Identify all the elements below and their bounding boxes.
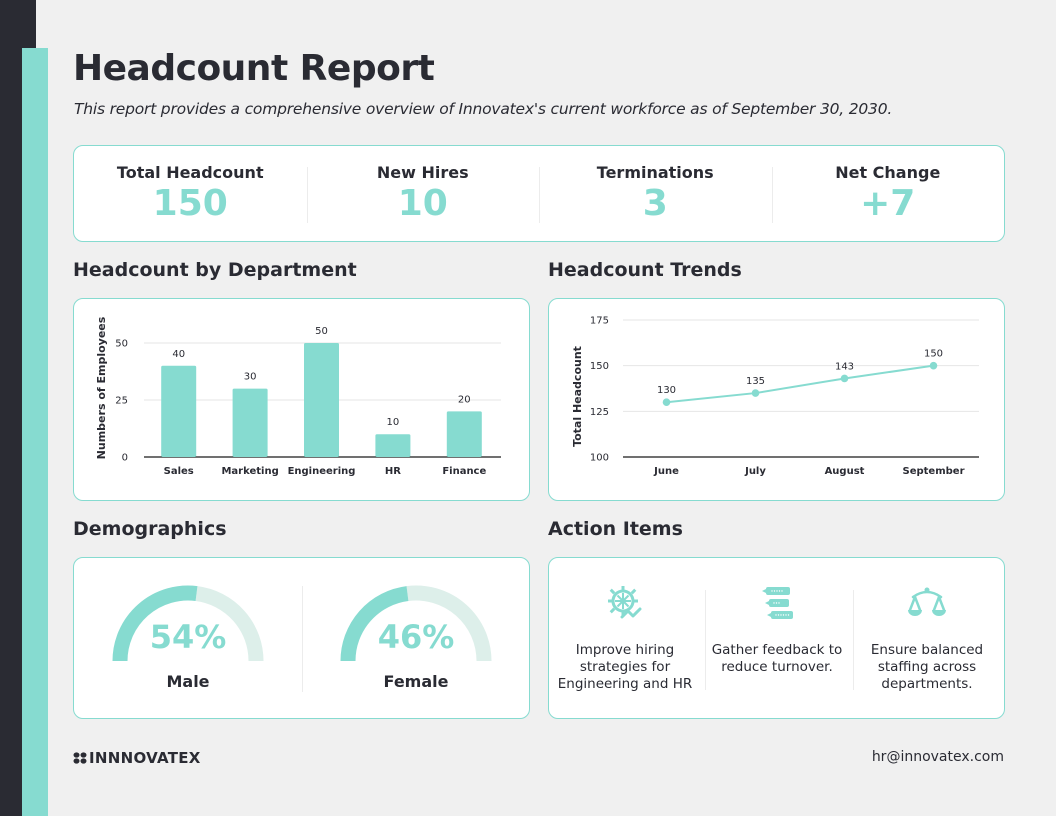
- point-data-label: 135: [746, 376, 765, 387]
- chat-bubbles-icon: [762, 587, 793, 619]
- data-point-june: [662, 398, 671, 406]
- y-tick-label: 50: [115, 339, 128, 350]
- trends-chart-card: 100 125 150 175 130 June 135 July 143 August 150 Se…: [548, 298, 1005, 501]
- bar-data-label: 50: [315, 326, 328, 337]
- y-tick-label: 125: [590, 407, 609, 418]
- gear-chart-icon: [608, 586, 642, 619]
- kpi-terminations: Terminations 3: [539, 162, 772, 224]
- y-tick-label: 25: [115, 396, 128, 407]
- company-logo: INNNOVATEX: [73, 749, 201, 767]
- divider: [302, 586, 303, 692]
- logo-text: INNNOVATEX: [89, 749, 201, 767]
- y-tick-label: 0: [122, 453, 128, 464]
- divider: [705, 590, 706, 690]
- gauge-arc: [112, 585, 264, 662]
- y-axis-label: Total Headcount: [571, 346, 584, 447]
- kpi-label: Net Change: [835, 162, 941, 182]
- x-tick-label: Sales: [164, 466, 194, 477]
- logo-icon: [73, 752, 87, 764]
- x-tick-label: Marketing: [221, 466, 278, 477]
- action-item: Ensure balanced staffing across departme…: [851, 558, 1003, 718]
- bar-data-label: 10: [387, 417, 400, 428]
- divider: [853, 590, 854, 690]
- point-data-label: 143: [835, 361, 854, 372]
- trend-line: [666, 364, 934, 404]
- data-point-september: [929, 361, 938, 370]
- section-title-demographics: Demographics: [73, 518, 227, 540]
- bar-engineering: [304, 343, 339, 457]
- gauge-label: Female: [383, 672, 449, 691]
- section-title-actions: Action Items: [548, 518, 683, 540]
- data-point-august: [840, 374, 849, 383]
- department-chart-card: 0 25 50 40 Sales 30 Marketing 50 Engineering 10 HR…: [73, 298, 530, 501]
- point-data-label: 130: [657, 385, 676, 396]
- y-tick-label: 150: [590, 361, 609, 372]
- data-point-july: [751, 389, 760, 397]
- bar-sales: [161, 365, 197, 457]
- kpi-value: +7: [860, 182, 916, 224]
- kpi-summary-card: Total Headcount 150 New Hires 10 Termina…: [73, 145, 1005, 242]
- gauge-label: Male: [166, 672, 210, 691]
- bar-data-label: 30: [244, 372, 257, 383]
- y-axis-label: Numbers of Employees: [95, 316, 108, 459]
- gauge-fill: [340, 586, 409, 662]
- kpi-new-hires: New Hires 10: [306, 162, 540, 224]
- action-item-text: Improve hiring strategies for Engineerin…: [557, 642, 693, 692]
- section-title-trends: Headcount Trends: [548, 259, 742, 281]
- x-tick-label: July: [744, 466, 766, 477]
- gauge-track: [195, 586, 264, 662]
- y-tick-label: 175: [590, 316, 609, 327]
- x-tick-label: Finance: [442, 466, 486, 477]
- kpi-label: Terminations: [596, 162, 714, 182]
- gauge-fill: [112, 585, 198, 662]
- action-items-card: Improve hiring strategies for Engineerin…: [548, 557, 1005, 719]
- kpi-label: Total Headcount: [116, 162, 264, 182]
- bar-data-label: 40: [172, 349, 185, 360]
- gauge-female: 46% Female: [302, 558, 530, 718]
- bar-marketing: [232, 388, 268, 457]
- headcount-trend-line-chart: 100 125 150 175 130 June 135 July 143 August 150 Se…: [571, 316, 979, 477]
- y-tick-label: 100: [590, 453, 609, 464]
- gauge-percent: 54%: [149, 618, 227, 656]
- section-title-department: Headcount by Department: [73, 259, 357, 281]
- gauge-male: 54% Male: [74, 558, 302, 718]
- balance-scale-icon: [908, 587, 946, 616]
- action-item-text: Ensure balanced staffing across departme…: [870, 642, 984, 692]
- action-item: Gather feedback to reduce turnover.: [701, 558, 853, 718]
- kpi-net-change: Net Change +7: [771, 162, 1005, 224]
- bar-hr: [375, 434, 411, 457]
- department-bar-chart: 0 25 50 40 Sales 30 Marketing 50 Engineering 10 HR…: [95, 316, 501, 477]
- kpi-label: New Hires: [376, 162, 469, 182]
- gauge-percent: 46%: [377, 618, 455, 656]
- gauge-track: [406, 585, 492, 662]
- kpi-value: 3: [642, 182, 668, 224]
- action-item-text: Gather feedback to reduce turnover.: [711, 642, 843, 675]
- x-tick-label: September: [903, 466, 965, 477]
- page-title: Headcount Report: [73, 48, 435, 89]
- bar-data-label: 20: [458, 394, 471, 405]
- page-subtitle: This report provides a comprehensive ove…: [74, 100, 893, 118]
- contact-email[interactable]: hr@innovatex.com: [871, 749, 1004, 765]
- kpi-value: 150: [152, 182, 228, 224]
- action-item: Improve hiring strategies for Engineerin…: [549, 558, 701, 718]
- gauge-arc: [340, 585, 492, 662]
- kpi-value: 10: [397, 182, 448, 224]
- demographics-card: 54% Male 46% Female: [73, 557, 530, 719]
- x-tick-label: August: [825, 466, 865, 477]
- point-data-label: 150: [924, 349, 943, 360]
- kpi-total-headcount: Total Headcount 150: [74, 162, 307, 224]
- x-tick-label: Engineering: [288, 466, 356, 477]
- side-accent-stripe: [22, 48, 48, 816]
- bar-finance: [446, 411, 482, 457]
- x-tick-label: June: [653, 466, 679, 477]
- x-tick-label: HR: [385, 466, 401, 477]
